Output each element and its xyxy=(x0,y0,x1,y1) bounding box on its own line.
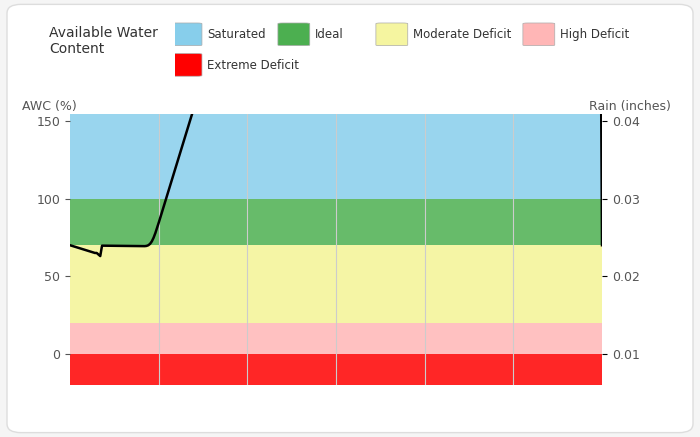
Text: Extreme Deficit: Extreme Deficit xyxy=(207,59,299,72)
Bar xyxy=(70,323,602,354)
Text: Saturated: Saturated xyxy=(207,28,265,41)
Text: Ideal: Ideal xyxy=(314,28,344,41)
Text: Available Water
Content: Available Water Content xyxy=(49,26,158,56)
Bar xyxy=(70,199,602,245)
FancyBboxPatch shape xyxy=(170,23,202,45)
Text: High Deficit: High Deficit xyxy=(560,28,629,41)
Bar xyxy=(70,245,602,323)
FancyBboxPatch shape xyxy=(7,4,693,433)
FancyBboxPatch shape xyxy=(523,23,554,45)
Text: AWC (%): AWC (%) xyxy=(22,100,77,113)
Text: Moderate Deficit: Moderate Deficit xyxy=(412,28,511,41)
FancyBboxPatch shape xyxy=(278,23,309,45)
Bar xyxy=(70,114,602,199)
FancyBboxPatch shape xyxy=(170,54,202,76)
Text: Rain (inches): Rain (inches) xyxy=(589,100,671,113)
Bar xyxy=(70,354,602,385)
FancyBboxPatch shape xyxy=(376,23,407,45)
